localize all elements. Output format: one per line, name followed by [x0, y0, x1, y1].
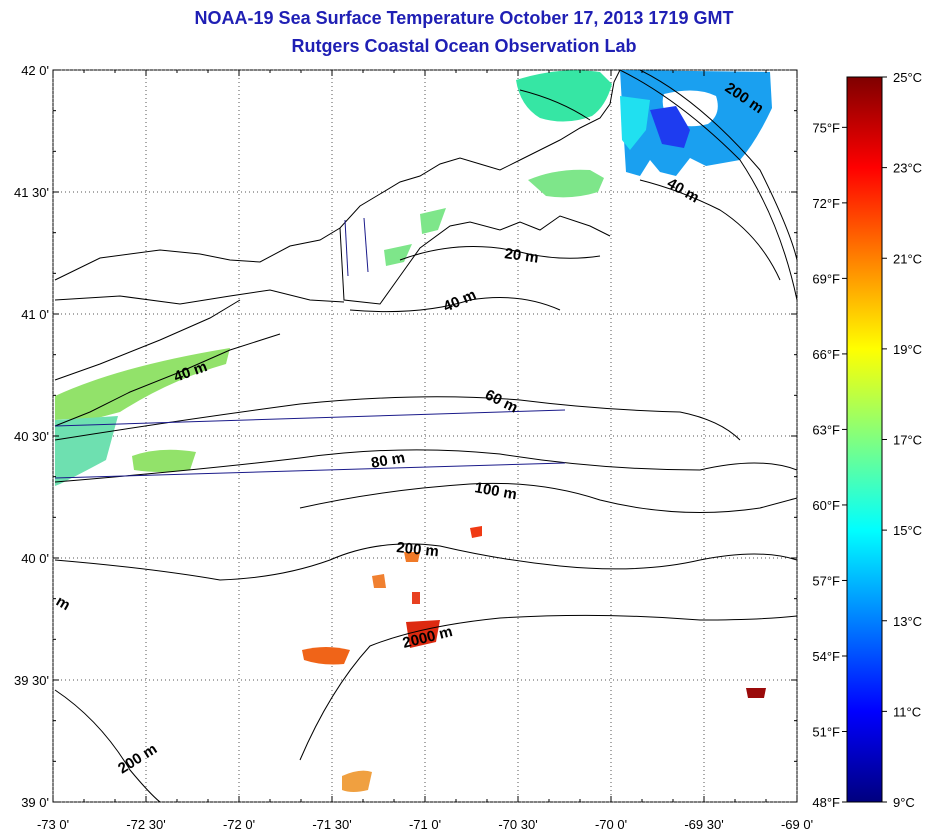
sst-patch-warm-8 [412, 592, 420, 604]
map-subtitle: Rutgers Coastal Ocean Observation Lab [291, 36, 637, 56]
sst-patch-warm-3 [372, 574, 386, 588]
contour-20m [399, 246, 601, 261]
sst-patch-shelf-mid [132, 449, 196, 472]
sst-patch-warm-4 [404, 552, 420, 562]
contour-80m [54, 449, 797, 483]
contour-100m [299, 482, 797, 513]
sst-patch-warm-5 [470, 526, 482, 538]
colorbar [846, 76, 883, 803]
sst-patch-vineyard [384, 244, 412, 266]
contour-60m [54, 396, 741, 441]
sst-patch-shelf-west [55, 348, 230, 420]
contour-2000m [299, 614, 797, 761]
lat-tick-label: 39 30' [14, 673, 49, 688]
fahrenheit-label: 51°F [812, 725, 840, 740]
sst-patch-cape-cod-bay [516, 70, 612, 122]
celsius-label: 21°C [893, 251, 922, 266]
colorbar-fahrenheit-labels: 75°F 72°F 69°F 66°F 63°F 60°F 57°F 54°F 51°F 48°F [812, 120, 847, 810]
coastline [54, 70, 621, 427]
fahrenheit-label: 69°F [812, 271, 840, 286]
lon-tick-label: -72 30' [126, 817, 165, 832]
lon-tick-label: -71 0' [409, 817, 441, 832]
sst-patches [55, 70, 772, 792]
colorbar-celsius-labels: 25°C 23°C 21°C 19°C 17°C 15°C 13°C 11°C 9°C [882, 70, 922, 810]
sst-patch-warm-6 [342, 770, 372, 792]
lon-tick-label: -70 0' [595, 817, 627, 832]
contour-200m-sw [54, 689, 161, 802]
fahrenheit-label: 54°F [812, 649, 840, 664]
fahrenheit-label: 72°F [812, 196, 840, 211]
lat-tick-label: 41 30' [14, 185, 49, 200]
contour-label-20m: 20 m [503, 245, 539, 267]
bathymetry-contours [54, 70, 797, 802]
fahrenheit-label: 75°F [812, 120, 840, 135]
lat-tick-label: 40 0' [21, 551, 49, 566]
fahrenheit-label: 48°F [812, 795, 840, 810]
sst-patch-warm-1 [406, 620, 440, 648]
contour-40m-b [639, 179, 781, 281]
lat-tick-label: 41 0' [21, 307, 49, 322]
sst-patch-shelf-west-2 [55, 416, 118, 486]
celsius-label: 25°C [893, 70, 922, 85]
sst-patch-warm-7 [746, 688, 766, 698]
lat-tick-label: 42 0' [21, 63, 49, 78]
lat-tick-label: 39 0' [21, 795, 49, 810]
transect-lines [54, 217, 566, 479]
sst-patch-sound [420, 208, 446, 234]
contour-200m [54, 543, 797, 581]
lon-tick-label: -69 30' [684, 817, 723, 832]
celsius-label: 23°C [893, 161, 922, 176]
sst-patch-cold-blue [650, 106, 690, 148]
map-title: NOAA-19 Sea Surface Temperature October … [194, 8, 734, 28]
lon-tick-label: -72 0' [223, 817, 255, 832]
lat-tick-label: 40 30' [14, 429, 49, 444]
celsius-label: 19°C [893, 342, 922, 357]
lon-tick-label: -69 0' [781, 817, 813, 832]
lon-tick-label: -70 30' [498, 817, 537, 832]
sst-patch-warm-2 [302, 647, 350, 665]
celsius-label: 17°C [893, 433, 922, 448]
longitude-ticks: -73 0' -72 30' -72 0' -71 30' -71 0' -70 30' -… [37, 70, 813, 832]
sst-patch-gulf-of-maine-cyan [620, 96, 650, 150]
lon-tick-label: -71 30' [312, 817, 351, 832]
lon-tick-label: -73 0' [37, 817, 69, 832]
contour-label-80m: 80 m [370, 449, 407, 472]
contour-label-200m-slope: 200 m [396, 539, 440, 560]
fahrenheit-label: 66°F [812, 347, 840, 362]
latitude-ticks: 42 0' 41 30' 41 0' 40 30' 40 0' 39 30' 39 0' [14, 63, 797, 810]
fahrenheit-label: 57°F [812, 573, 840, 588]
fahrenheit-label: 60°F [812, 498, 840, 513]
celsius-label: 11°C [893, 704, 921, 719]
celsius-label: 9°C [893, 795, 915, 810]
sst-patch-nantucket [528, 169, 604, 198]
contour-40m-a [349, 297, 561, 313]
celsius-label: 13°C [893, 614, 922, 629]
celsius-label: 15°C [893, 523, 922, 538]
fahrenheit-label: 63°F [812, 422, 840, 437]
